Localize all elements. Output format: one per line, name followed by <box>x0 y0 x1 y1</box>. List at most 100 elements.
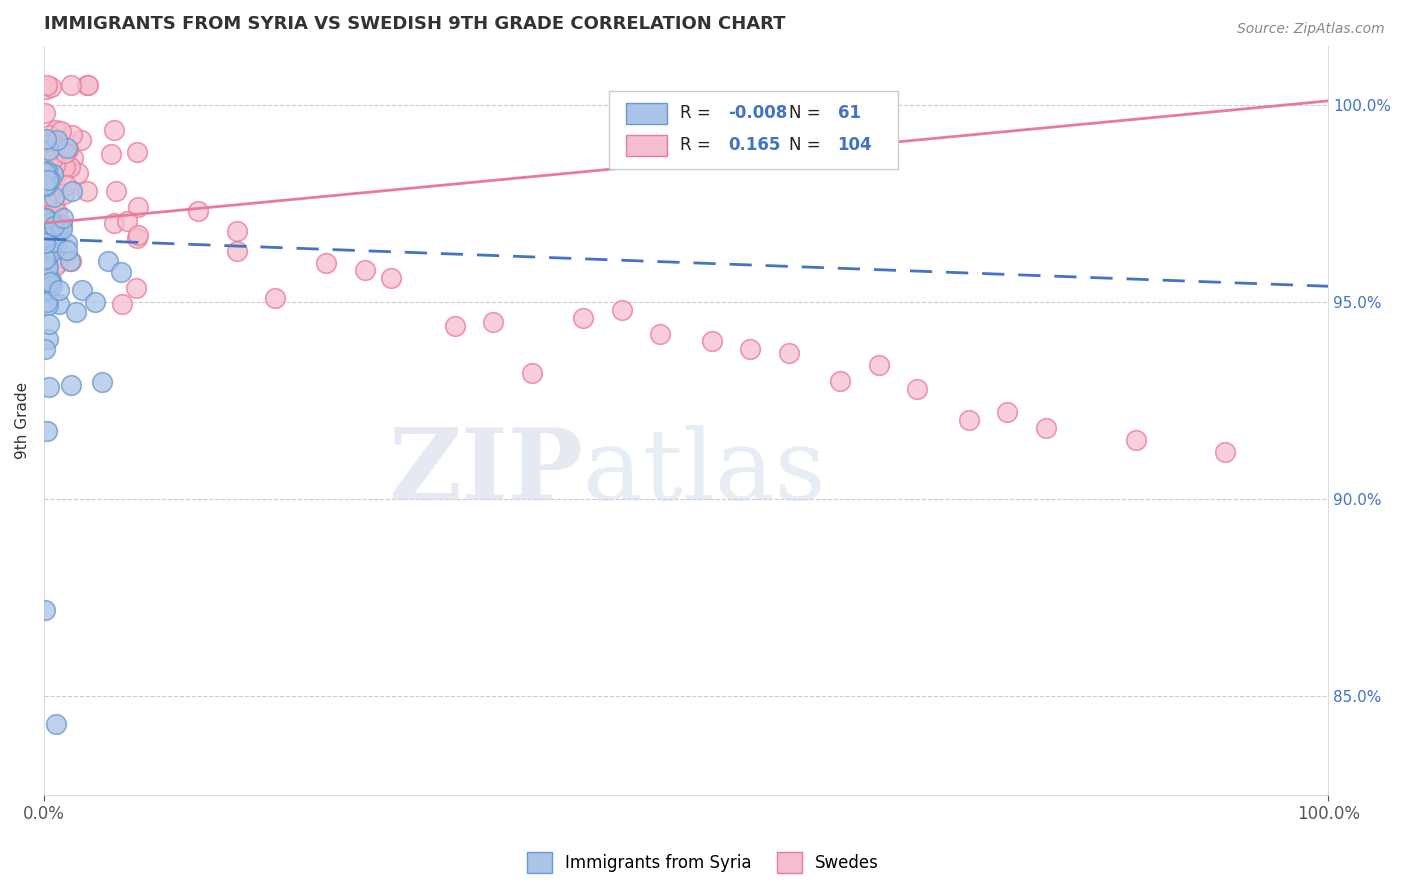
Point <box>354 263 377 277</box>
Point <box>39 273 62 287</box>
Point <box>264 291 287 305</box>
Point <box>51 124 73 138</box>
FancyBboxPatch shape <box>609 91 898 169</box>
Point <box>1125 433 1147 447</box>
Point <box>60 254 83 268</box>
Point <box>60 128 83 142</box>
Point <box>51 222 73 236</box>
Point <box>37 262 59 277</box>
Point <box>60 78 83 92</box>
Point <box>127 231 149 245</box>
Point <box>76 78 98 92</box>
Point <box>59 377 82 392</box>
Text: 61: 61 <box>838 104 860 122</box>
Point <box>42 240 65 254</box>
Point <box>39 217 62 231</box>
Point <box>34 211 56 225</box>
Point <box>56 243 79 257</box>
Point <box>38 143 60 157</box>
Point <box>35 189 58 203</box>
Point <box>35 179 58 194</box>
Point <box>35 164 58 178</box>
Point <box>35 144 58 158</box>
Text: -0.008: -0.008 <box>728 104 787 122</box>
Point <box>66 165 89 179</box>
Point <box>103 216 125 230</box>
Point <box>38 318 60 332</box>
Point <box>34 168 56 182</box>
Point <box>41 153 63 168</box>
Point <box>41 145 63 160</box>
Point <box>444 318 467 333</box>
Point <box>35 82 58 96</box>
Point <box>778 346 800 360</box>
Point <box>55 161 77 175</box>
Text: Source: ZipAtlas.com: Source: ZipAtlas.com <box>1237 22 1385 37</box>
Text: N =: N = <box>789 104 825 122</box>
Point <box>35 132 58 146</box>
Point <box>37 298 59 312</box>
Point <box>35 260 58 274</box>
Point <box>42 235 65 249</box>
Bar <box>626 103 666 124</box>
Text: N =: N = <box>789 136 825 154</box>
Point <box>225 244 247 258</box>
Point <box>42 181 65 195</box>
Point <box>315 255 337 269</box>
Point <box>38 150 60 164</box>
Point <box>1215 445 1237 459</box>
Y-axis label: 9th Grade: 9th Grade <box>15 382 30 458</box>
Point <box>103 123 125 137</box>
Point <box>45 717 67 731</box>
Point <box>995 405 1018 419</box>
Point <box>111 297 134 311</box>
Point <box>58 142 80 156</box>
Text: 104: 104 <box>838 136 872 154</box>
Point <box>34 283 56 297</box>
Point <box>44 163 66 178</box>
Point <box>380 271 402 285</box>
Point <box>35 424 58 438</box>
Point <box>52 211 75 226</box>
Point <box>39 214 62 228</box>
Point <box>37 207 59 221</box>
Point <box>37 247 59 261</box>
Point <box>77 78 100 92</box>
Point <box>44 260 66 274</box>
Point <box>69 133 91 147</box>
Point <box>127 200 149 214</box>
Point <box>35 211 58 225</box>
Legend: Immigrants from Syria, Swedes: Immigrants from Syria, Swedes <box>520 846 886 880</box>
Point <box>42 189 65 203</box>
Point <box>39 79 62 94</box>
Point <box>42 167 65 181</box>
Point <box>35 78 58 92</box>
Text: R =: R = <box>679 136 716 154</box>
Point <box>34 252 56 267</box>
Text: IMMIGRANTS FROM SYRIA VS SWEDISH 9TH GRADE CORRELATION CHART: IMMIGRANTS FROM SYRIA VS SWEDISH 9TH GRA… <box>44 15 786 33</box>
Point <box>37 176 59 190</box>
Point <box>34 179 56 194</box>
Point <box>610 302 633 317</box>
Point <box>34 258 56 272</box>
Point <box>650 326 672 341</box>
Point <box>62 152 84 166</box>
Point <box>35 295 58 310</box>
Point <box>700 334 723 349</box>
Point <box>72 283 94 297</box>
Point <box>110 265 132 279</box>
Point <box>45 123 67 137</box>
Text: ZIP: ZIP <box>388 425 583 521</box>
Point <box>572 310 595 325</box>
Point <box>34 285 56 299</box>
Point <box>51 218 73 232</box>
Point <box>53 146 76 161</box>
Point <box>957 413 980 427</box>
Point <box>44 243 66 257</box>
Point <box>39 245 62 260</box>
Point <box>59 254 82 268</box>
Point <box>35 271 58 285</box>
Point <box>45 158 67 172</box>
Point <box>39 227 62 242</box>
Point <box>34 282 56 296</box>
